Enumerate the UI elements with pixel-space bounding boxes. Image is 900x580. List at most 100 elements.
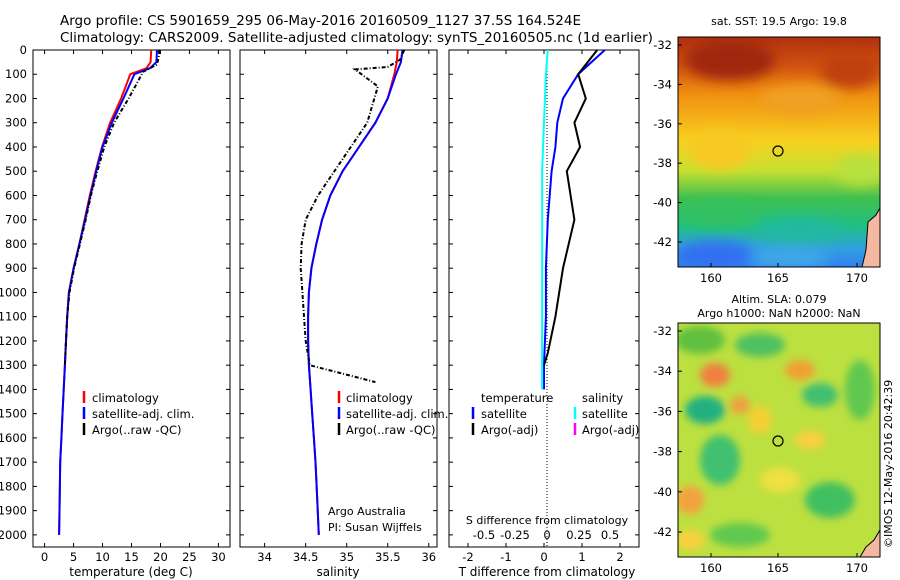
argo-position-marker [772,435,784,447]
map-x-tick-label: 160 [700,271,722,285]
header-line-2: Climatology: CARS2009. Satellite-adjuste… [60,30,653,46]
sla-map-title-line1: Altim. SLA: 0.079 [731,293,826,306]
x-tick-label: 2 [616,550,623,564]
x-tick-label: -2 [462,550,473,564]
depth-tick-label: 400 [5,140,27,154]
x-tick-label: 15 [124,550,139,564]
x-tick-label: 34 [257,550,272,564]
series-line [543,50,606,390]
x-tick-label: 35 [339,550,354,564]
pi-label: PI: Susan Wijffels [328,521,422,534]
map-y-tick-label: -36 [653,117,672,131]
salinity-xlabel: salinity [316,565,359,579]
map-y-tick-label: -40 [653,196,672,210]
depth-tick-label: 1100 [0,310,27,324]
depth-tick-label: 700 [5,213,27,227]
depth-tick-label: 1500 [0,407,27,421]
legend-climatology-label: climatology [346,391,413,405]
x-tick-label: 36 [421,550,436,564]
depth-tick-label: 1400 [0,382,27,396]
series-line [307,50,399,535]
x-tick-label: 35.5 [375,550,401,564]
series-line [543,50,598,366]
top-tick-label: -0.5 [473,528,495,542]
temperature-series [58,50,161,535]
depth-tick-label: 1300 [0,358,27,372]
legend-sal-argo-label: Argo(-adj) [582,423,639,437]
temperature-x-axis: 0 5 10 15 20 25 30 [41,50,226,564]
series-line [58,50,153,535]
depth-tick-label: 1600 [0,431,27,445]
legend-argo-label: Argo(..raw -QC) [92,423,182,437]
legend-satellite-label: satellite-adj. clim. [92,407,194,421]
depth-tick-label: 500 [5,164,27,178]
map-x-tick-label: 170 [846,561,868,575]
series-line [63,50,161,366]
map-x-tick-label: 160 [700,561,722,575]
x-tick-label: -1 [500,550,511,564]
depth-tick-label: 0 [20,43,27,57]
map-y-tick-label: -36 [653,404,672,418]
depth-tick-label: 200 [5,91,27,105]
map-y-tick-label: -42 [653,235,672,249]
temperature-axes [32,49,231,548]
sst-map-axes: -32 -34 -36 -38 -40 -42 160 165 170 [653,38,868,285]
map-y-tick-label: -42 [653,525,672,539]
difference-x-axis: -2 -1 0 1 2 -0.5 -0.25 0 0.25 0.5 [462,50,624,564]
x-tick-label: 20 [153,550,168,564]
map-y-tick-label: -40 [653,485,672,499]
sla-map-title-line2: Argo h1000: NaN h2000: NaN [697,307,860,320]
map-x-tick-label: 170 [846,271,868,285]
series-line [541,50,549,390]
top-tick-label: 0.5 [601,528,619,542]
map-y-tick-label: -32 [653,38,672,52]
map-y-tick-label: -38 [653,156,672,170]
map-y-tick-label: -32 [653,324,672,338]
salinity-axes [239,49,438,548]
x-tick-label: 34.5 [293,550,319,564]
x-tick-label: 1 [578,550,585,564]
depth-tick-label: 1000 [0,285,27,299]
depth-tick-label: 1900 [0,504,27,518]
sst-map [678,37,880,267]
difference-xlabel: T difference from climatology [458,565,636,579]
legend-satellite-label: satellite-adj. clim. [346,407,448,421]
top-tick-label: 0 [543,528,550,542]
legend-argo-label: Argo(..raw -QC) [346,423,436,437]
argo-australia-label: Argo Australia [328,505,406,518]
sla-map [678,323,880,557]
series-line [307,50,404,535]
salinity-series [299,50,406,535]
temperature-legend: climatology satellite-adj. clim. Argo(..… [82,391,194,437]
depth-tick-label: 1700 [0,455,27,469]
depth-tick-label: 600 [5,188,27,202]
difference-series [541,50,606,390]
legend-temp-argo-label: Argo(-adj) [481,423,538,437]
salinity-legend: climatology satellite-adj. clim. Argo(..… [337,391,448,437]
sst-map-title: sat. SST: 19.5 Argo: 19.8 [711,15,847,28]
x-tick-label: 0 [540,550,547,564]
header-line-1: Argo profile: CS 5901659_295 06-May-2016… [60,13,581,29]
map-x-tick-label: 165 [767,561,789,575]
difference-legend: temperature salinity satellite Argo(-adj… [471,391,639,437]
legend-temperature-header: temperature [481,391,553,405]
legend-salinity-header: salinity [582,391,623,405]
sla-map-axes: -32 -34 -36 -38 -40 -42 160 165 170 [653,324,868,575]
salinity-x-axis: 34 34.5 35 35.5 36 [257,50,436,564]
map-y-tick-label: -34 [653,77,672,91]
footer-timestamp: ©IMOS 12-May-2016 20:42:39 [882,380,895,548]
top-tick-label: 0.25 [566,528,592,542]
depth-tick-label: 300 [5,116,27,130]
x-tick-label: 5 [70,550,77,564]
depth-tick-label: 1200 [0,334,27,348]
series-line [58,50,158,535]
depth-tick-label: 100 [5,67,27,81]
legend-temp-satellite-label: satellite [481,407,527,421]
depth-tick-label: 800 [5,237,27,251]
argo-position-marker [772,145,784,157]
x-tick-label: 10 [95,550,110,564]
depth-tick-label: 1800 [0,479,27,493]
top-tick-label: -0.25 [500,528,530,542]
legend-climatology-label: climatology [92,391,159,405]
